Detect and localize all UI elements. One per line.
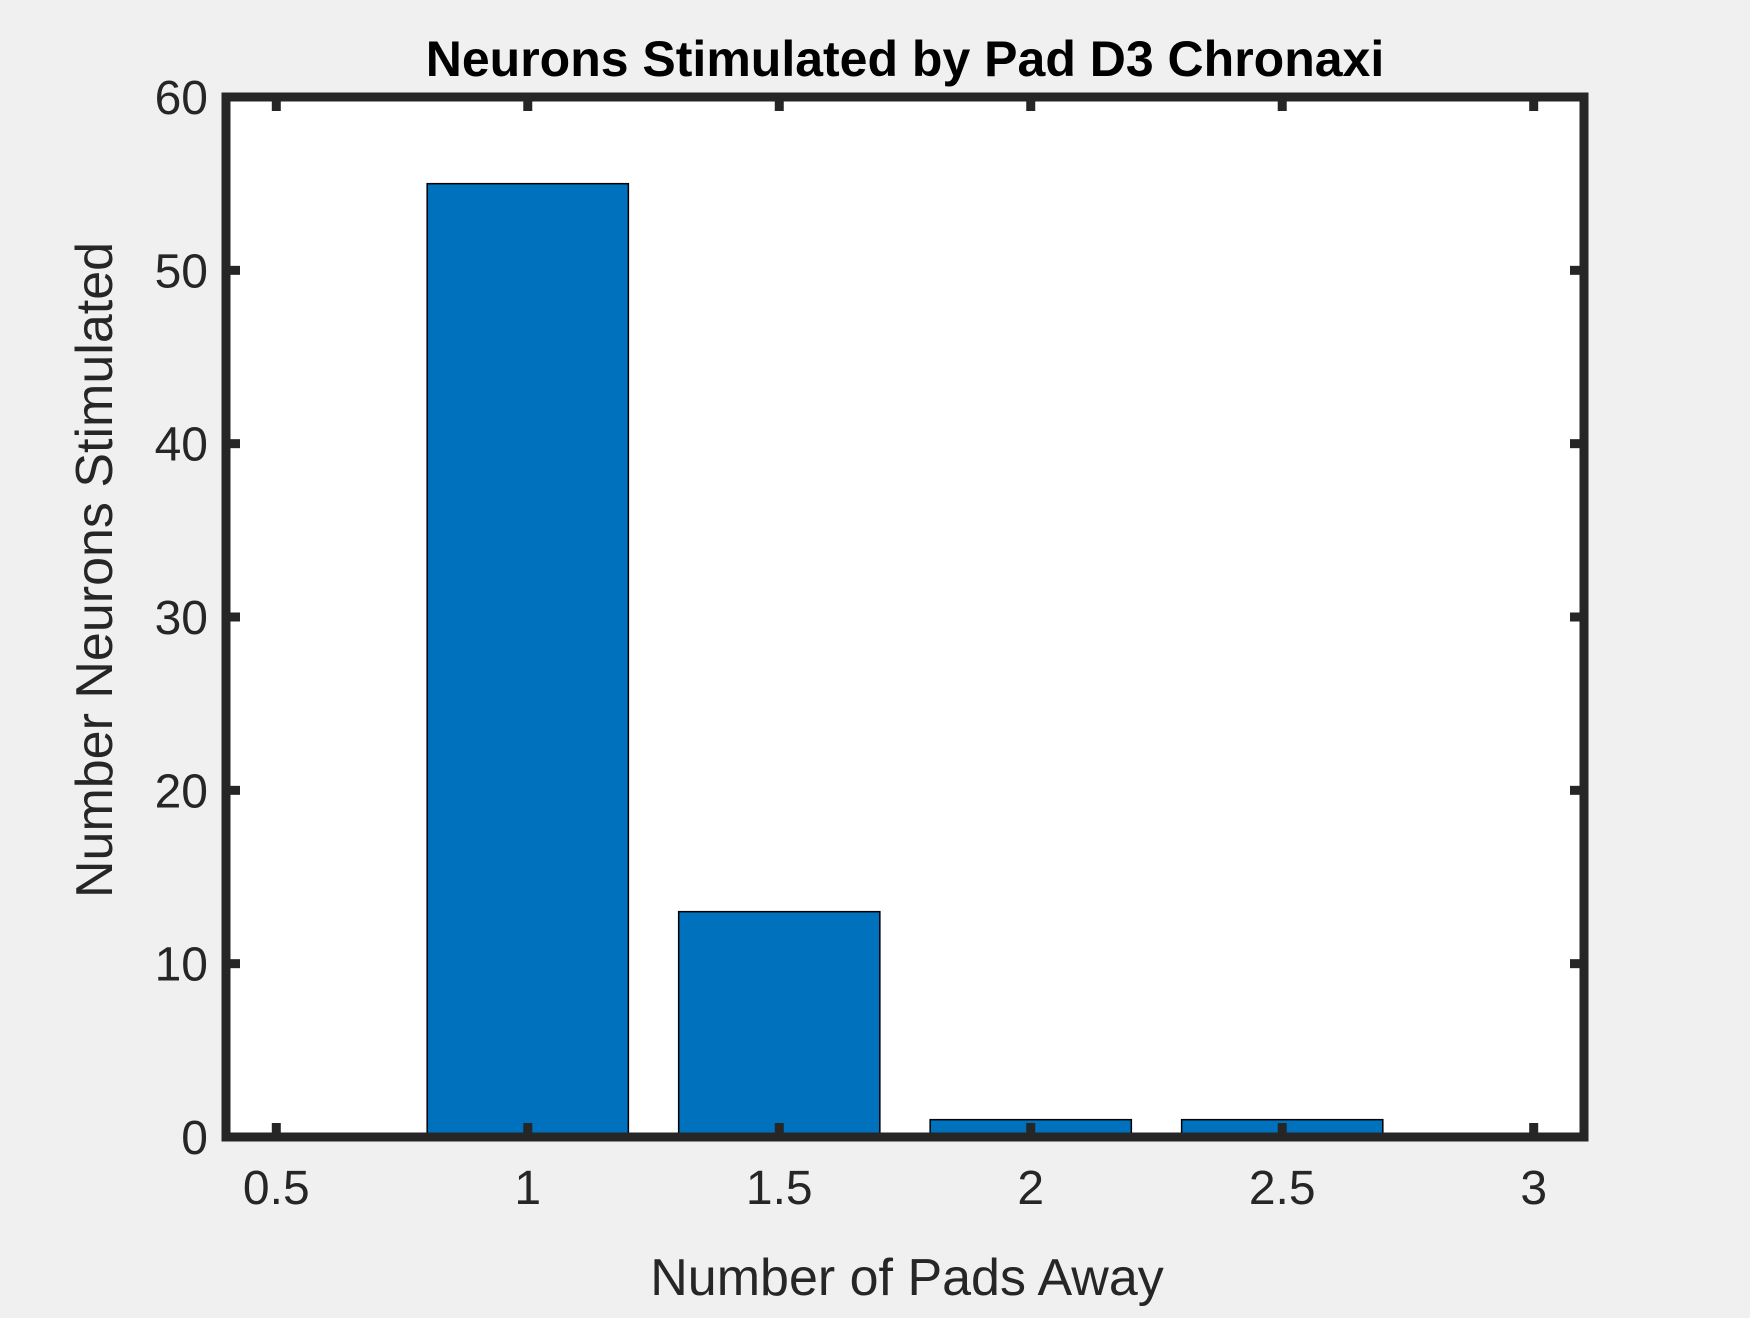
x-tick-label-3: 2 <box>1017 1162 1044 1215</box>
bars-group <box>426 182 1384 1138</box>
ticks-group <box>226 92 1584 1142</box>
y-tick-label-6: 60 <box>155 72 208 125</box>
x-tick-label-4: 2.5 <box>1249 1162 1316 1215</box>
y-tick-label-4: 40 <box>155 419 208 472</box>
x-tick-label-1: 1 <box>514 1162 541 1215</box>
x-axis-label: Number of Pads Away <box>650 1249 1164 1307</box>
chart-title: Neurons Stimulated by Pad D3 Chronaxi <box>426 31 1385 87</box>
y-axis-label: Number Neurons Stimulated <box>66 242 124 898</box>
bar-1 <box>677 910 881 1138</box>
y-tick-label-3: 30 <box>155 592 208 645</box>
y-tick-label-2: 20 <box>155 765 208 818</box>
x-tick-label-0: 0.5 <box>243 1162 310 1215</box>
y-tick-label-5: 50 <box>155 245 208 298</box>
bar-0 <box>426 182 630 1138</box>
x-tick-label-5: 3 <box>1520 1162 1547 1215</box>
y-tick-label-1: 10 <box>155 939 208 992</box>
x-tick-label-2: 1.5 <box>746 1162 813 1215</box>
y-tick-label-0: 0 <box>181 1112 208 1165</box>
